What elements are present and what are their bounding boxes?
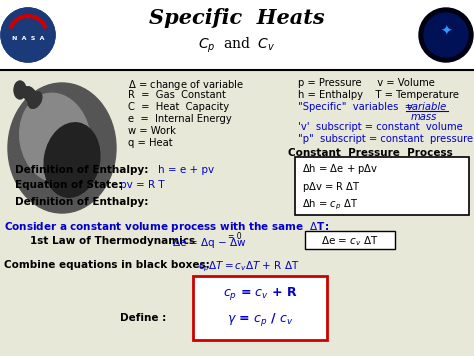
FancyBboxPatch shape — [193, 276, 327, 340]
Text: 'v'  subscript = constant  volume: 'v' subscript = constant volume — [298, 122, 463, 132]
Text: $\Delta$ = change of variable: $\Delta$ = change of variable — [128, 78, 244, 92]
Text: Definition of Enthalpy:: Definition of Enthalpy: — [15, 165, 148, 175]
Circle shape — [1, 8, 55, 62]
Text: $\Delta$e = $c_v$ $\Delta$T: $\Delta$e = $c_v$ $\Delta$T — [321, 234, 379, 248]
FancyBboxPatch shape — [305, 231, 395, 249]
Text: C  =  Heat  Capacity: C = Heat Capacity — [128, 102, 229, 112]
Text: $\Delta$h = $c_p$ $\Delta$T: $\Delta$h = $c_p$ $\Delta$T — [302, 198, 358, 213]
Text: "Specific"  variables  =: "Specific" variables = — [298, 102, 413, 112]
Text: mass: mass — [411, 112, 438, 122]
FancyBboxPatch shape — [295, 157, 469, 215]
Circle shape — [419, 8, 473, 62]
Ellipse shape — [8, 83, 116, 213]
Text: Specific  Heats: Specific Heats — [149, 8, 325, 28]
Text: Equation of State:: Equation of State: — [15, 180, 122, 190]
Text: $\mathit{C_p}$  and  $\mathit{C_v}$: $\mathit{C_p}$ and $\mathit{C_v}$ — [198, 36, 276, 55]
Ellipse shape — [23, 87, 37, 103]
Text: h = Enthalpy    T = Temperature: h = Enthalpy T = Temperature — [298, 90, 459, 100]
Text: pv = R T: pv = R T — [120, 180, 164, 190]
Text: Define :: Define : — [120, 313, 166, 323]
Ellipse shape — [14, 81, 26, 99]
Text: Definition of Enthalpy:: Definition of Enthalpy: — [15, 197, 148, 207]
FancyBboxPatch shape — [0, 0, 474, 72]
Text: Combine equations in black boxes:: Combine equations in black boxes: — [4, 260, 210, 270]
Text: $\Delta$e = $\Delta$q $-$ $\Delta$w: $\Delta$e = $\Delta$q $-$ $\Delta$w — [172, 236, 247, 250]
Text: $c_p$ = $c_v$ + R: $c_p$ = $c_v$ + R — [223, 285, 297, 302]
Text: p$\Delta$v = R $\Delta$T: p$\Delta$v = R $\Delta$T — [302, 180, 361, 194]
Text: p = Pressure     v = Volume: p = Pressure v = Volume — [298, 78, 435, 88]
Text: Consider a constant volume process with the same  $\Delta$T:: Consider a constant volume process with … — [4, 220, 329, 234]
Text: h = e + pv: h = e + pv — [158, 165, 214, 175]
Ellipse shape — [19, 93, 91, 183]
Text: variable: variable — [406, 102, 446, 112]
Text: = 0: = 0 — [228, 232, 242, 241]
Text: $\gamma$ = $c_p$ / $c_v$: $\gamma$ = $c_p$ / $c_v$ — [227, 311, 293, 328]
Ellipse shape — [28, 91, 42, 108]
Text: ✦: ✦ — [440, 25, 452, 39]
Ellipse shape — [44, 123, 100, 197]
Text: R  =  Gas  Constant: R = Gas Constant — [128, 90, 226, 100]
Text: N  A  S  A: N A S A — [12, 36, 44, 41]
FancyBboxPatch shape — [0, 70, 474, 356]
Text: 1st Law of Thermodynamics: 1st Law of Thermodynamics — [30, 236, 195, 246]
Text: Constant  Pressure  Process: Constant Pressure Process — [288, 148, 452, 158]
Circle shape — [424, 13, 468, 57]
Text: w = Work: w = Work — [128, 126, 176, 136]
Text: q = Heat: q = Heat — [128, 138, 173, 148]
Text: $\Delta$h = $\Delta$e + p$\Delta$v: $\Delta$h = $\Delta$e + p$\Delta$v — [302, 162, 378, 176]
Circle shape — [1, 8, 55, 62]
Text: "p"  subscript = constant  pressure: "p" subscript = constant pressure — [298, 135, 473, 145]
Text: e  =  Internal Energy: e = Internal Energy — [128, 114, 232, 124]
Text: $c_p\Delta T = c_v\Delta T$ + R $\Delta$T: $c_p\Delta T = c_v\Delta T$ + R $\Delta$… — [198, 260, 300, 274]
